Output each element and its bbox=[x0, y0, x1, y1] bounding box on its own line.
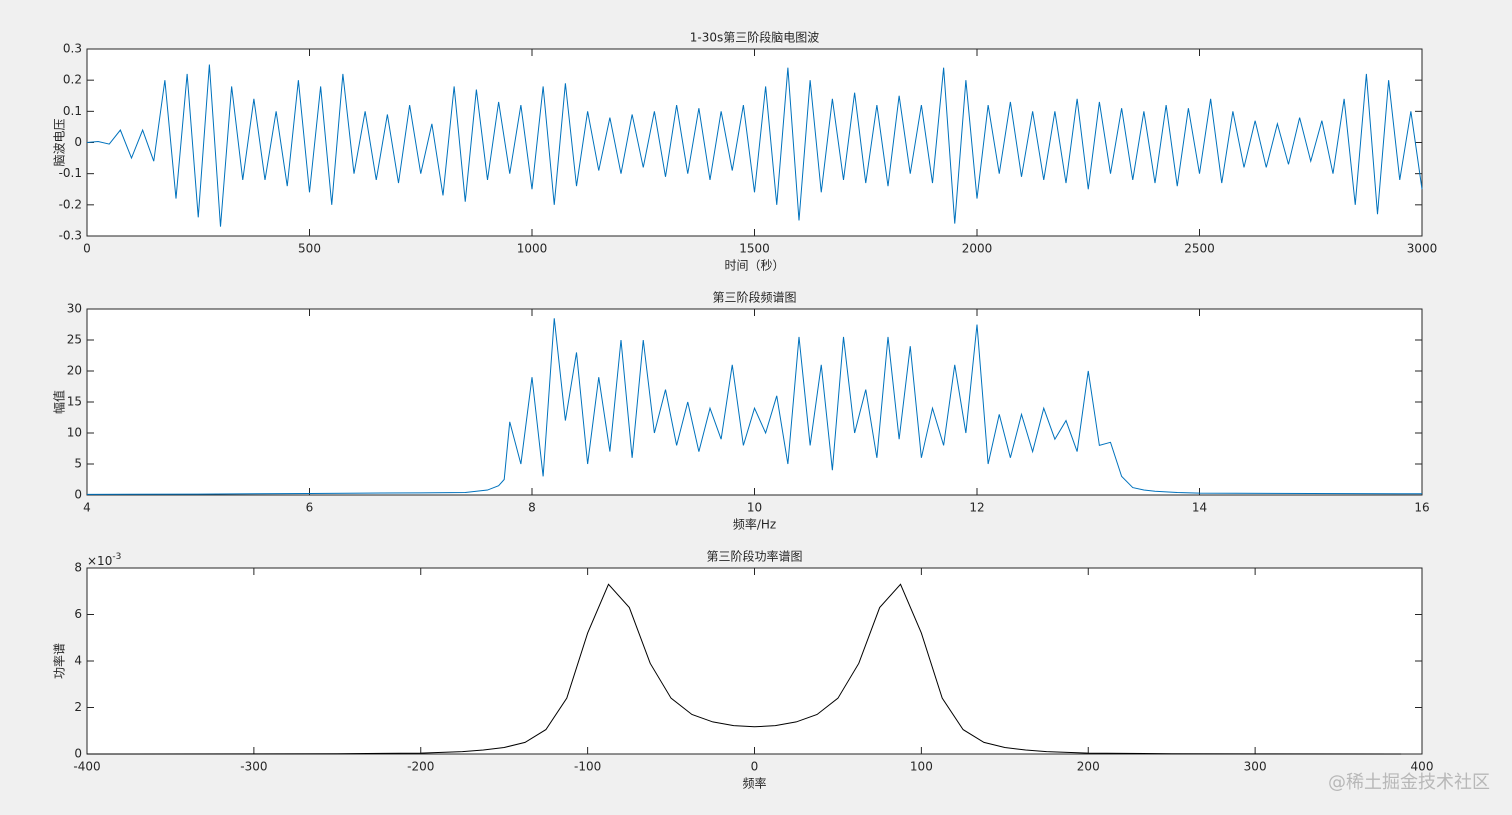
y-multiplier: ×10-3 bbox=[87, 552, 121, 568]
x-tick-label: 10 bbox=[747, 501, 762, 515]
x-tick-label: 8 bbox=[528, 501, 536, 515]
data-line bbox=[86, 583, 1402, 755]
y-tick-label: 6 bbox=[74, 607, 82, 621]
y-tick-label: 15 bbox=[67, 395, 82, 409]
x-tick-label: 0 bbox=[751, 760, 759, 774]
x-axis-label: 时间（秒） bbox=[724, 259, 784, 273]
y-tick-label: 10 bbox=[67, 426, 82, 440]
x-tick-label: 2500 bbox=[1184, 242, 1215, 256]
y-tick-label: 0 bbox=[74, 747, 82, 761]
y-tick-label: 30 bbox=[67, 302, 82, 316]
x-tick-label: 200 bbox=[1077, 760, 1100, 774]
y-axis-label: 功率谱 bbox=[52, 643, 67, 679]
x-axis-label: 频率 bbox=[742, 776, 766, 791]
x-tick-label: 2000 bbox=[962, 242, 993, 256]
x-tick-label: -100 bbox=[574, 760, 601, 774]
data-line bbox=[86, 318, 1423, 495]
y-tick-label: 0.3 bbox=[63, 42, 82, 56]
chart-title: 第三阶段功率谱图 bbox=[706, 549, 802, 564]
x-tick-label: 4 bbox=[83, 501, 91, 515]
y-tick-label: 5 bbox=[74, 457, 82, 471]
x-tick-label: 300 bbox=[1244, 760, 1267, 774]
x-axis-label: 频率/Hz bbox=[733, 517, 776, 532]
y-tick-label: 25 bbox=[67, 333, 82, 347]
y-tick-label: 0 bbox=[74, 135, 82, 149]
data-line bbox=[86, 64, 1423, 227]
x-tick-label: 14 bbox=[1192, 501, 1207, 515]
x-tick-label: -400 bbox=[73, 760, 100, 774]
y-tick-label: 2 bbox=[74, 700, 82, 714]
y-tick-label: 20 bbox=[67, 364, 82, 378]
plot-area bbox=[86, 567, 1423, 755]
plot-area bbox=[86, 308, 1423, 496]
x-tick-label: 3000 bbox=[1407, 242, 1438, 256]
x-tick-label: 1000 bbox=[517, 242, 548, 256]
x-tick-label: 500 bbox=[298, 242, 321, 256]
y-multiplier-base: ×10 bbox=[87, 554, 112, 568]
plot-area bbox=[86, 48, 1423, 237]
y-tick-label: 8 bbox=[74, 561, 82, 575]
y-multiplier-exponent: -3 bbox=[112, 552, 121, 562]
x-tick-label: 1500 bbox=[739, 242, 770, 256]
y-tick-label: 0 bbox=[74, 488, 82, 502]
y-tick-label: 4 bbox=[74, 654, 82, 668]
x-tick-label: -300 bbox=[240, 760, 267, 774]
watermark: @稀土掘金技术社区 bbox=[1328, 772, 1490, 793]
x-tick-label: 6 bbox=[306, 501, 314, 515]
x-tick-label: 100 bbox=[910, 760, 933, 774]
x-tick-label: -200 bbox=[407, 760, 434, 774]
x-tick-label: 400 bbox=[1411, 760, 1434, 774]
chart-title: 1-30s第三阶段脑电图波 bbox=[690, 30, 820, 45]
y-tick-label: -0.1 bbox=[59, 166, 82, 180]
x-tick-label: 16 bbox=[1414, 501, 1429, 515]
y-tick-label: -0.2 bbox=[59, 197, 82, 211]
chart-title: 第三阶段频谱图 bbox=[712, 290, 796, 305]
y-tick-label: 0.1 bbox=[63, 104, 82, 118]
x-tick-label: 0 bbox=[83, 242, 91, 256]
x-tick-label: 12 bbox=[969, 501, 984, 515]
y-axis-label: 脑波电压 bbox=[53, 118, 67, 166]
y-axis-label: 幅值 bbox=[52, 390, 67, 414]
y-tick-label: 0.2 bbox=[63, 73, 82, 87]
y-tick-label: -0.3 bbox=[59, 229, 82, 243]
